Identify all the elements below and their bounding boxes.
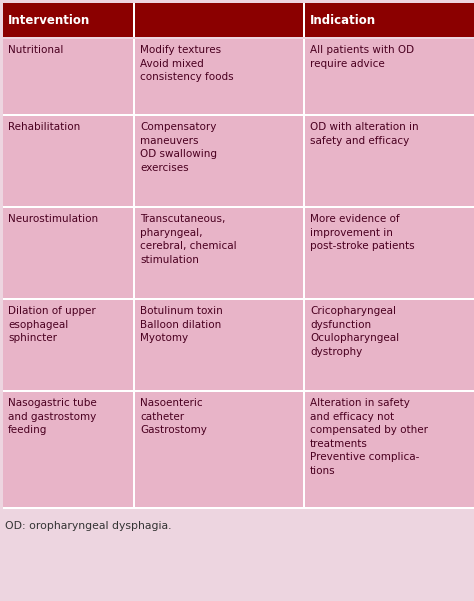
Bar	[3, 298, 474, 300]
Text: Rehabilitation: Rehabilitation	[8, 122, 80, 132]
Bar	[305, 116, 474, 206]
Text: Cricopharyngeal
dysfunction
Oculopharyngeal
dystrophy: Cricopharyngeal dysfunction Oculopharyng…	[310, 306, 399, 357]
Text: OD: oropharyngeal dysphagia.: OD: oropharyngeal dysphagia.	[5, 521, 172, 531]
Bar	[303, 116, 305, 206]
Bar	[3, 116, 133, 206]
Text: Compensatory
maneuvers
OD swallowing
exercises: Compensatory maneuvers OD swallowing exe…	[140, 122, 217, 173]
Bar	[3, 208, 133, 298]
Bar	[3, 114, 474, 116]
Text: Neurostimulation: Neurostimulation	[8, 214, 98, 224]
Bar	[135, 208, 303, 298]
Bar	[305, 208, 474, 298]
Text: Nasoenteric
catheter
Gastrostomy: Nasoenteric catheter Gastrostomy	[140, 398, 207, 435]
Bar	[133, 3, 135, 37]
Bar	[3, 206, 474, 208]
Bar	[135, 39, 303, 114]
Bar	[305, 39, 474, 114]
Bar	[303, 3, 305, 37]
Bar	[305, 392, 474, 507]
Bar	[303, 392, 305, 507]
Bar	[133, 392, 135, 507]
Text: Transcutaneous,
pharyngeal,
cerebral, chemical
stimulation: Transcutaneous, pharyngeal, cerebral, ch…	[140, 214, 237, 265]
Bar	[305, 300, 474, 390]
Text: All patients with OD
require advice: All patients with OD require advice	[310, 45, 414, 69]
Bar	[303, 208, 305, 298]
Bar	[133, 39, 135, 114]
Text: Indication: Indication	[310, 13, 376, 26]
Bar	[133, 208, 135, 298]
Bar	[3, 300, 133, 390]
Bar	[135, 3, 303, 37]
Text: More evidence of
improvement in
post-stroke patients: More evidence of improvement in post-str…	[310, 214, 415, 251]
Bar	[133, 300, 135, 390]
Bar	[305, 3, 474, 37]
Bar	[135, 392, 303, 507]
Bar	[3, 507, 474, 509]
Bar	[3, 3, 133, 37]
Text: Nasogastric tube
and gastrostomy
feeding: Nasogastric tube and gastrostomy feeding	[8, 398, 97, 435]
Text: Modify textures
Avoid mixed
consistency foods: Modify textures Avoid mixed consistency …	[140, 45, 234, 82]
Bar	[135, 300, 303, 390]
Bar	[303, 39, 305, 114]
Text: Botulinum toxin
Balloon dilation
Myotomy: Botulinum toxin Balloon dilation Myotomy	[140, 306, 223, 343]
Bar	[135, 116, 303, 206]
Text: Dilation of upper
esophageal
sphincter: Dilation of upper esophageal sphincter	[8, 306, 96, 343]
Text: Nutritional: Nutritional	[8, 45, 64, 55]
Bar	[3, 39, 133, 114]
Bar	[3, 392, 133, 507]
Text: Intervention: Intervention	[8, 13, 90, 26]
Bar	[303, 300, 305, 390]
Text: OD with alteration in
safety and efficacy: OD with alteration in safety and efficac…	[310, 122, 419, 145]
Bar	[3, 390, 474, 392]
Bar	[133, 116, 135, 206]
Text: Alteration in safety
and efficacy not
compensated by other
treatments
Preventive: Alteration in safety and efficacy not co…	[310, 398, 428, 476]
